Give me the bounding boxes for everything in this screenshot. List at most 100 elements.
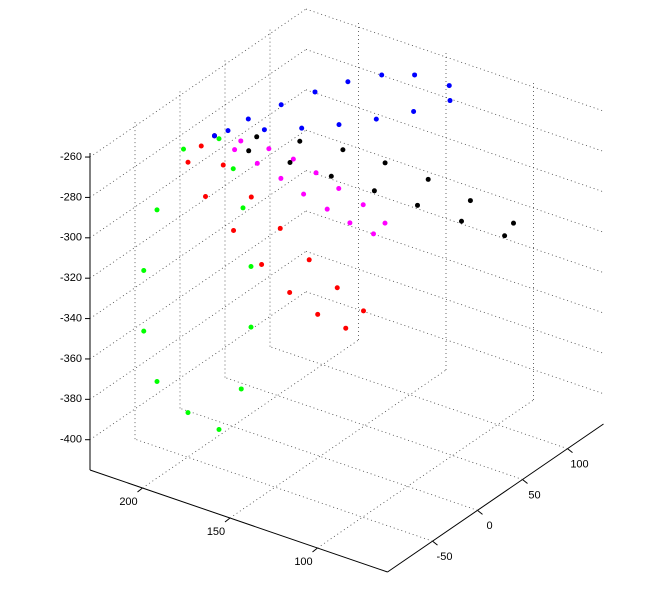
point bbox=[343, 325, 349, 331]
point bbox=[511, 220, 516, 226]
point bbox=[446, 83, 452, 89]
point bbox=[297, 138, 303, 144]
tick-mark bbox=[567, 448, 573, 454]
point bbox=[360, 202, 366, 208]
point bbox=[411, 109, 417, 115]
point bbox=[412, 72, 418, 78]
x-axis bbox=[89, 469, 388, 573]
y-tick-label: 100 bbox=[570, 459, 588, 471]
point bbox=[312, 89, 318, 95]
point bbox=[287, 289, 293, 295]
y-tick-label: -50 bbox=[437, 551, 453, 563]
point bbox=[238, 386, 244, 392]
grid-line bbox=[305, 291, 604, 395]
point bbox=[181, 146, 186, 152]
point bbox=[334, 285, 340, 291]
grid-line bbox=[89, 291, 307, 441]
grid-line bbox=[305, 170, 604, 273]
grid-line bbox=[89, 210, 307, 360]
tick-mark bbox=[137, 487, 143, 493]
point bbox=[198, 143, 204, 149]
grid-line bbox=[305, 49, 604, 152]
z-tick-label: -360 bbox=[60, 353, 82, 365]
point bbox=[246, 148, 252, 154]
point bbox=[361, 308, 366, 314]
point bbox=[248, 324, 254, 330]
grid-line bbox=[89, 89, 307, 239]
point bbox=[220, 162, 226, 168]
point bbox=[238, 138, 244, 144]
grid-line bbox=[305, 129, 604, 233]
point bbox=[230, 166, 236, 172]
point bbox=[347, 220, 353, 226]
z-tick-label: -320 bbox=[60, 272, 82, 284]
tick-mark bbox=[522, 479, 528, 484]
point bbox=[154, 207, 160, 213]
point bbox=[240, 205, 246, 211]
grid-line bbox=[179, 407, 478, 511]
x-tick-label: 150 bbox=[207, 526, 225, 538]
grid-line bbox=[142, 339, 359, 489]
point bbox=[371, 231, 376, 237]
point bbox=[324, 206, 330, 212]
tick-mark bbox=[477, 509, 483, 515]
y-tick-label: 50 bbox=[528, 489, 540, 501]
point bbox=[425, 176, 431, 182]
point bbox=[259, 262, 265, 268]
grid-line bbox=[89, 251, 307, 400]
point bbox=[299, 125, 305, 131]
point bbox=[185, 159, 191, 165]
grid-line bbox=[317, 399, 534, 549]
grid-line bbox=[305, 210, 604, 314]
z-tick-label: -400 bbox=[60, 434, 82, 446]
point bbox=[382, 160, 388, 166]
point bbox=[379, 72, 385, 78]
point bbox=[141, 328, 147, 334]
point bbox=[261, 127, 267, 133]
point bbox=[278, 175, 284, 181]
point bbox=[459, 218, 464, 224]
grid-line bbox=[305, 250, 604, 354]
point bbox=[203, 193, 208, 199]
point bbox=[225, 128, 231, 134]
point bbox=[277, 225, 283, 231]
point bbox=[336, 122, 342, 128]
tick-mark bbox=[312, 547, 318, 553]
y-axis bbox=[387, 423, 604, 573]
point bbox=[382, 220, 388, 226]
point bbox=[248, 264, 254, 270]
point bbox=[415, 202, 420, 208]
point bbox=[502, 233, 508, 239]
tick-mark bbox=[432, 540, 438, 546]
point bbox=[254, 134, 260, 140]
point bbox=[306, 257, 312, 263]
point bbox=[328, 173, 334, 179]
point bbox=[266, 146, 272, 152]
point bbox=[254, 160, 260, 166]
point bbox=[301, 191, 307, 197]
y-tick-label: 0 bbox=[486, 520, 492, 532]
point bbox=[447, 98, 453, 104]
point bbox=[313, 170, 319, 176]
point bbox=[287, 160, 293, 166]
point bbox=[278, 102, 284, 108]
point bbox=[185, 410, 191, 416]
grid-line bbox=[305, 89, 604, 193]
z-tick-label: -340 bbox=[60, 312, 82, 324]
z-tick-label: -260 bbox=[60, 151, 82, 163]
point bbox=[467, 198, 473, 204]
grid-line bbox=[305, 8, 604, 112]
grid-line bbox=[224, 377, 523, 480]
point bbox=[245, 116, 251, 122]
tick-mark bbox=[224, 517, 231, 523]
grid-line bbox=[269, 346, 568, 450]
point bbox=[231, 227, 237, 233]
point bbox=[216, 136, 222, 142]
point bbox=[154, 379, 160, 385]
point bbox=[216, 427, 222, 433]
point bbox=[345, 79, 351, 85]
point bbox=[373, 116, 379, 122]
x-tick-label: 200 bbox=[119, 496, 137, 508]
